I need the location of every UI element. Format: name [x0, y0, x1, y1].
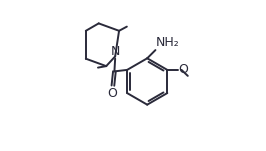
Text: NH₂: NH₂	[156, 37, 180, 50]
Text: O: O	[107, 87, 117, 100]
Text: O: O	[178, 63, 188, 76]
Text: N: N	[110, 45, 120, 58]
